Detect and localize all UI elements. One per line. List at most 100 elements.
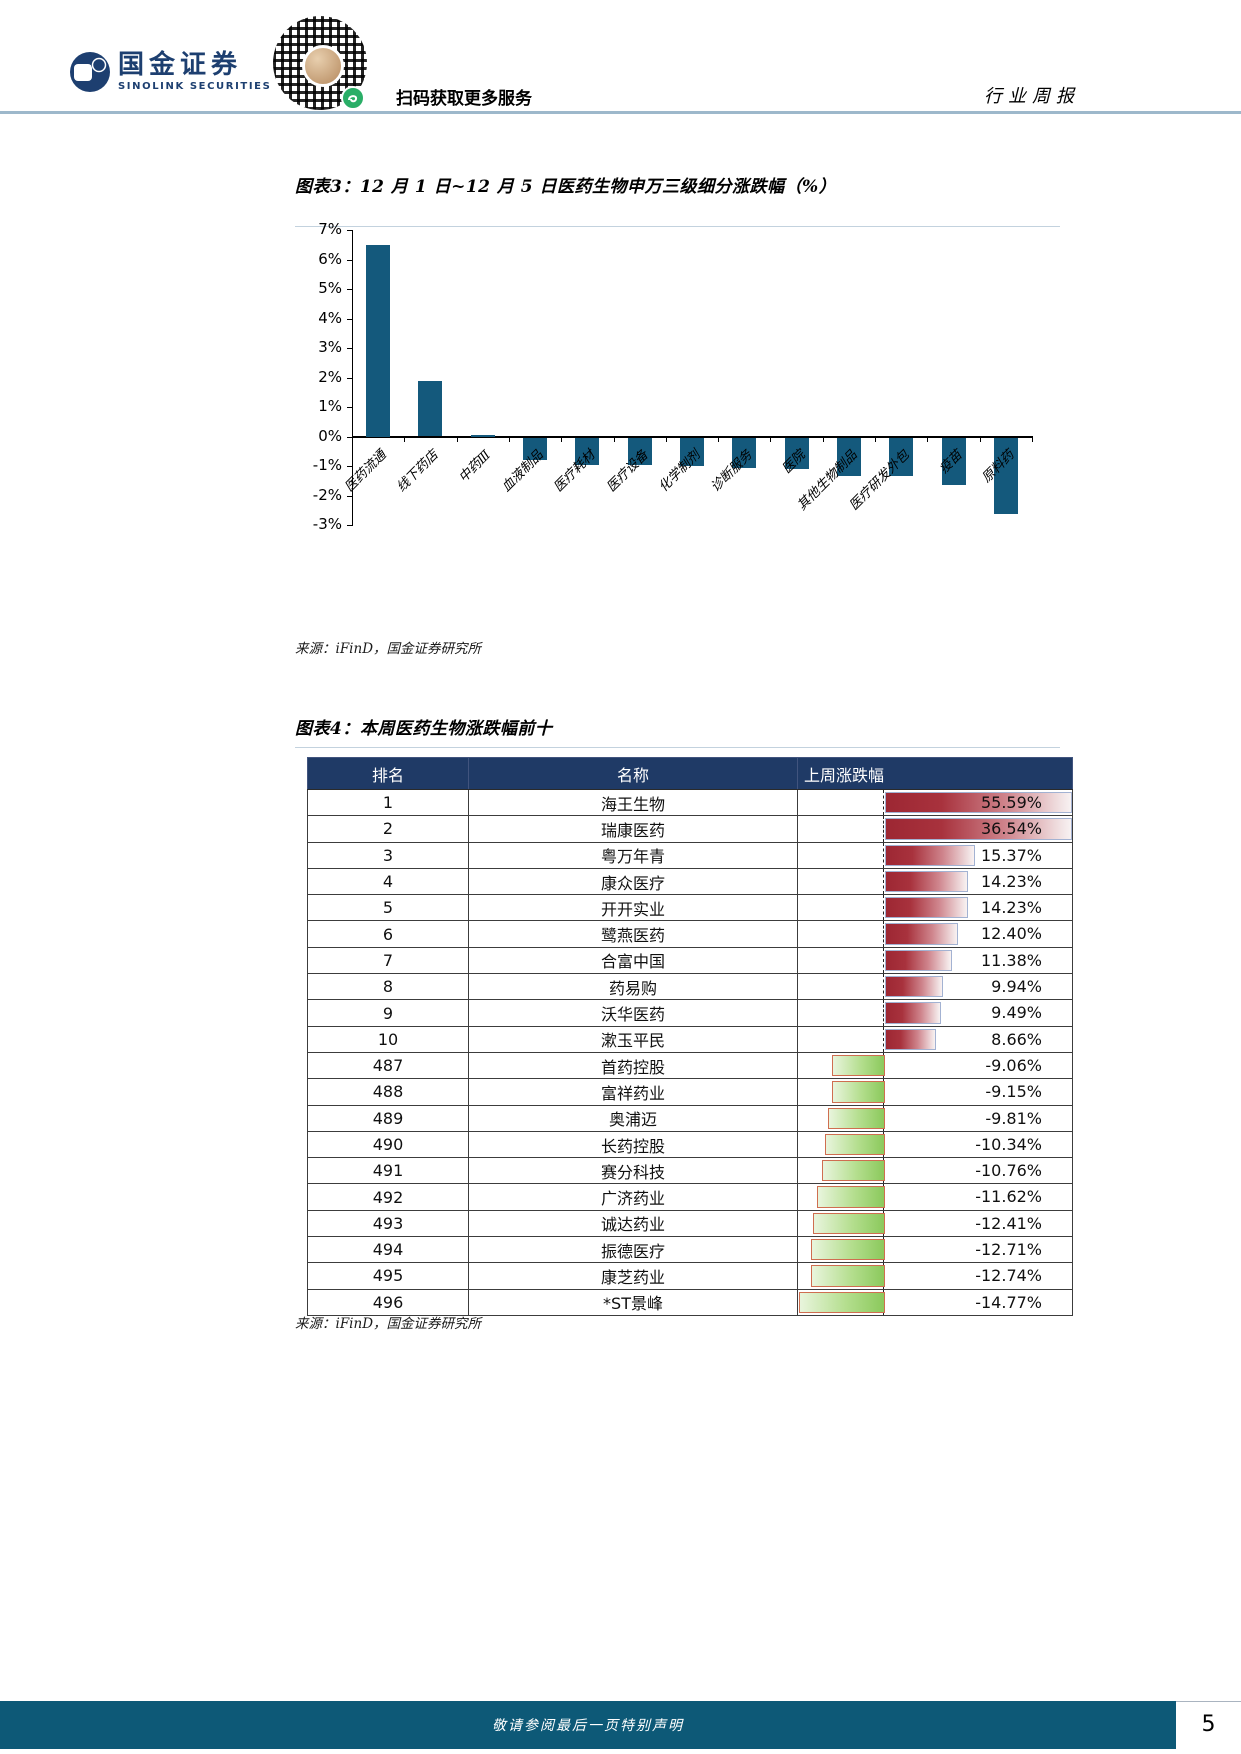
y-axis-tick-label: 7% — [318, 220, 342, 238]
table-row: 8 药易购 9.94% — [307, 973, 1073, 1001]
y-axis-line — [352, 230, 353, 526]
rank-cell: 3 — [307, 841, 469, 869]
stock-name-cell: 首药控股 — [468, 1051, 798, 1080]
negative-data-bar — [831, 1081, 886, 1103]
company-logo: 国金证券 SINOLINK SECURITIES — [70, 52, 271, 92]
rank-cell: 6 — [307, 920, 469, 948]
change-cell: -11.62% — [797, 1183, 1073, 1211]
negative-data-bar — [798, 1291, 886, 1313]
rank-table-body: 1 海王生物 55.59% 2 瑞康医药 36.54% 3 粤万年青 15.37% 4 康众医疗 14… — [307, 788, 1073, 1316]
y-axis-tick — [347, 289, 352, 290]
x-axis-tick — [1032, 436, 1033, 442]
negative-data-bar — [824, 1133, 886, 1156]
change-cell: 12.40% — [797, 920, 1073, 948]
bar-axis-dashed-line — [882, 974, 884, 1000]
x-axis-tick — [561, 436, 563, 442]
stock-name-cell: 瑞康医药 — [468, 815, 798, 843]
x-axis-tick — [613, 436, 615, 442]
positive-data-bar — [885, 844, 976, 866]
change-value: -9.06% — [985, 1055, 1042, 1075]
page-number-rule — [1176, 1701, 1241, 1702]
table-header-row: 排名 名称 上周涨跌幅 — [307, 757, 1073, 790]
change-value: 36.54% — [980, 819, 1042, 839]
category-label-text: 医药流通 — [342, 447, 390, 495]
rank-cell: 1 — [307, 788, 469, 817]
x-axis-tick — [352, 436, 353, 442]
positive-data-bar — [885, 818, 1072, 840]
rank-cell: 490 — [307, 1130, 469, 1159]
rank-cell: 491 — [307, 1157, 469, 1185]
change-cell: 15.37% — [797, 841, 1073, 869]
table-row: 490 长药控股 -10.34% — [307, 1130, 1073, 1159]
chart-bar — [627, 437, 652, 465]
table-row: 496 *ST景峰 -14.77% — [307, 1288, 1073, 1316]
change-value: 11.38% — [980, 950, 1042, 970]
change-value: -10.76% — [975, 1161, 1042, 1181]
y-axis-tick-label: 6% — [318, 249, 342, 268]
figure3-title: 图表3：12 月 1 日~12 月 5 日医药生物申万三级细分涨跌幅（%） — [295, 177, 837, 197]
category-label-text: 线下药店 — [394, 447, 442, 495]
stock-name-cell: 粤万年青 — [468, 841, 798, 869]
table-row: 493 诚达药业 -12.41% — [307, 1209, 1073, 1238]
change-cell: -9.06% — [797, 1051, 1073, 1080]
y-axis-tick-label: 3% — [318, 338, 342, 356]
negative-data-bar — [812, 1212, 886, 1235]
rank-cell: 2 — [307, 815, 469, 843]
change-value: 12.40% — [980, 924, 1042, 944]
y-axis-tick — [347, 407, 352, 408]
x-axis-tick — [927, 436, 929, 442]
negative-data-bar — [827, 1107, 886, 1129]
rank-cell: 8 — [307, 973, 469, 1001]
stock-name-cell: *ST景峰 — [468, 1288, 798, 1316]
y-axis-tick-label: -3% — [312, 515, 342, 533]
y-axis-tick — [347, 259, 352, 261]
change-cell: 8.66% — [797, 1025, 1073, 1053]
column-header-name: 名称 — [468, 757, 798, 790]
bar-axis-dashed-line — [882, 842, 884, 868]
change-value: -12.74% — [975, 1266, 1042, 1286]
change-value: -14.77% — [975, 1292, 1042, 1312]
negative-data-bar — [810, 1265, 886, 1287]
rank-cell: 492 — [307, 1183, 469, 1211]
y-axis-tick — [347, 436, 352, 438]
change-value: -12.41% — [975, 1213, 1042, 1233]
rank-cell: 7 — [307, 946, 469, 975]
positive-data-bar — [885, 976, 944, 998]
rank-cell: 495 — [307, 1262, 469, 1290]
chart-bar — [941, 437, 966, 485]
sinolink-logo-icon — [70, 52, 110, 92]
y-axis-tick-label: 1% — [318, 397, 342, 415]
table-row: 492 广济药业 -11.62% — [307, 1183, 1073, 1211]
y-axis-tick-label: 2% — [318, 367, 342, 386]
stock-name-cell: 鹭燕医药 — [468, 920, 798, 948]
y-axis-tick-label: 4% — [318, 308, 342, 327]
stock-name-cell: 海王生物 — [468, 788, 798, 817]
table-row: 487 首药控股 -9.06% — [307, 1051, 1073, 1080]
rank-cell: 9 — [307, 999, 469, 1027]
chart-bar — [784, 437, 809, 470]
table-row: 3 粤万年青 15.37% — [307, 841, 1073, 869]
stock-name-cell: 奥浦迈 — [468, 1104, 798, 1132]
x-axis-tick — [456, 436, 458, 442]
bar-axis-dashed-line — [882, 895, 884, 921]
stock-name-cell: 赛分科技 — [468, 1157, 798, 1185]
stock-name-cell: 漱玉平民 — [468, 1025, 798, 1053]
footer-disclaimer-bar: 敬请参阅最后一页特别声明 — [0, 1701, 1176, 1749]
chart-bar — [575, 437, 600, 465]
change-cell: -9.15% — [797, 1078, 1073, 1106]
stock-name-cell: 诚达药业 — [468, 1209, 798, 1238]
change-cell: -12.71% — [797, 1236, 1073, 1264]
figure3-source: 来源：iFinD，国金证券研究所 — [295, 641, 482, 657]
bar-axis-dashed-line — [882, 1026, 884, 1052]
y-axis-tick — [347, 377, 352, 379]
table-row: 4 康众医疗 14.23% — [307, 867, 1073, 896]
column-header-change: 上周涨跌幅 — [797, 757, 1073, 790]
rank-cell: 488 — [307, 1078, 469, 1106]
stock-name-cell: 富祥药业 — [468, 1078, 798, 1106]
brand-name-cn: 国金证券 — [118, 50, 243, 80]
rank-cell: 494 — [307, 1236, 469, 1264]
x-axis-tick — [979, 436, 981, 442]
figure4-source: 来源：iFinD，国金证券研究所 — [295, 1316, 482, 1332]
figure4-title-rule — [295, 747, 1060, 748]
change-value: -9.15% — [985, 1082, 1042, 1102]
